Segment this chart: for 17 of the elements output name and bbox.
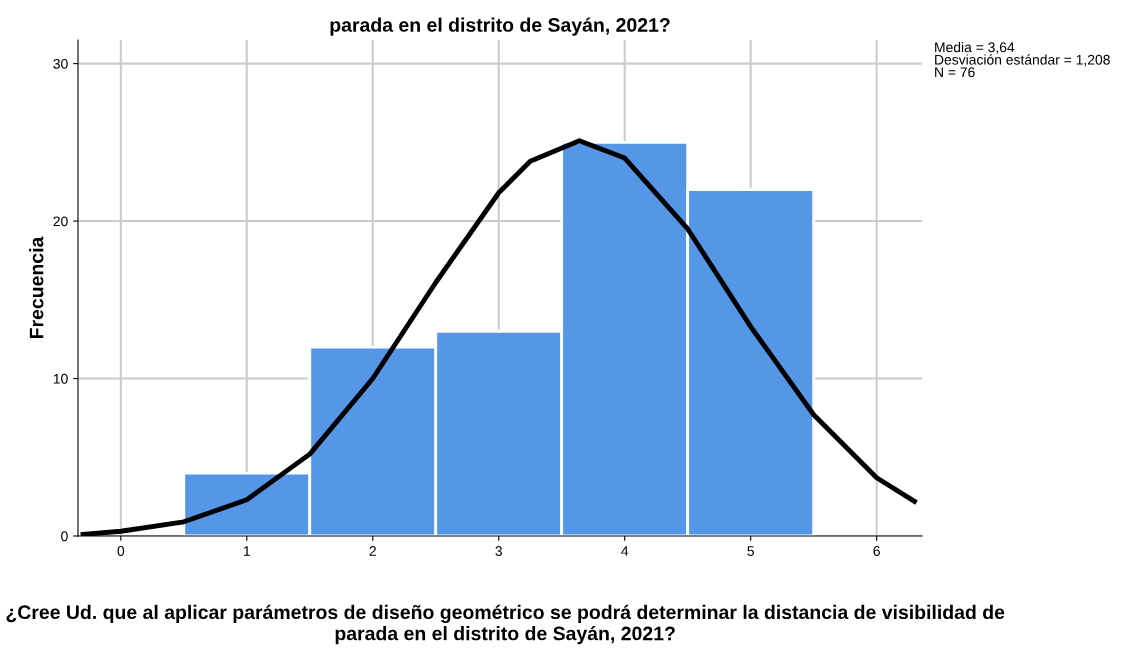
x-tick-label: 3 <box>495 546 502 556</box>
y-tick-label: 30 <box>53 58 68 69</box>
y-tick-label: 20 <box>53 216 68 227</box>
y-axis-title: Frecuencia <box>29 236 44 339</box>
y-tick-label: 10 <box>53 373 68 384</box>
x-tick-label: 6 <box>873 546 880 556</box>
x-tick-label: 5 <box>747 546 754 556</box>
text: Media = 3,64 <box>935 42 1015 54</box>
y-tick-label: 0 <box>61 531 68 542</box>
x-tick-label: 1 <box>244 546 250 556</box>
text: Desviación estándar = 1,208 <box>935 54 1110 67</box>
x-axis-title: ¿Cree Ud. que al aplicar parámetros de diseño geométrico se podrá determinar la distancia de visibilidad de parada en el distrito de Sayán, 2021? <box>6 604 1005 645</box>
chart-title: parada en el distrito de Sayán, 2021? <box>330 17 670 36</box>
text: N = 76 <box>935 67 975 78</box>
x-tick-label: 0 <box>117 546 125 556</box>
x-tick-label: 4 <box>621 546 629 556</box>
x-tick-label: 2 <box>369 546 376 556</box>
